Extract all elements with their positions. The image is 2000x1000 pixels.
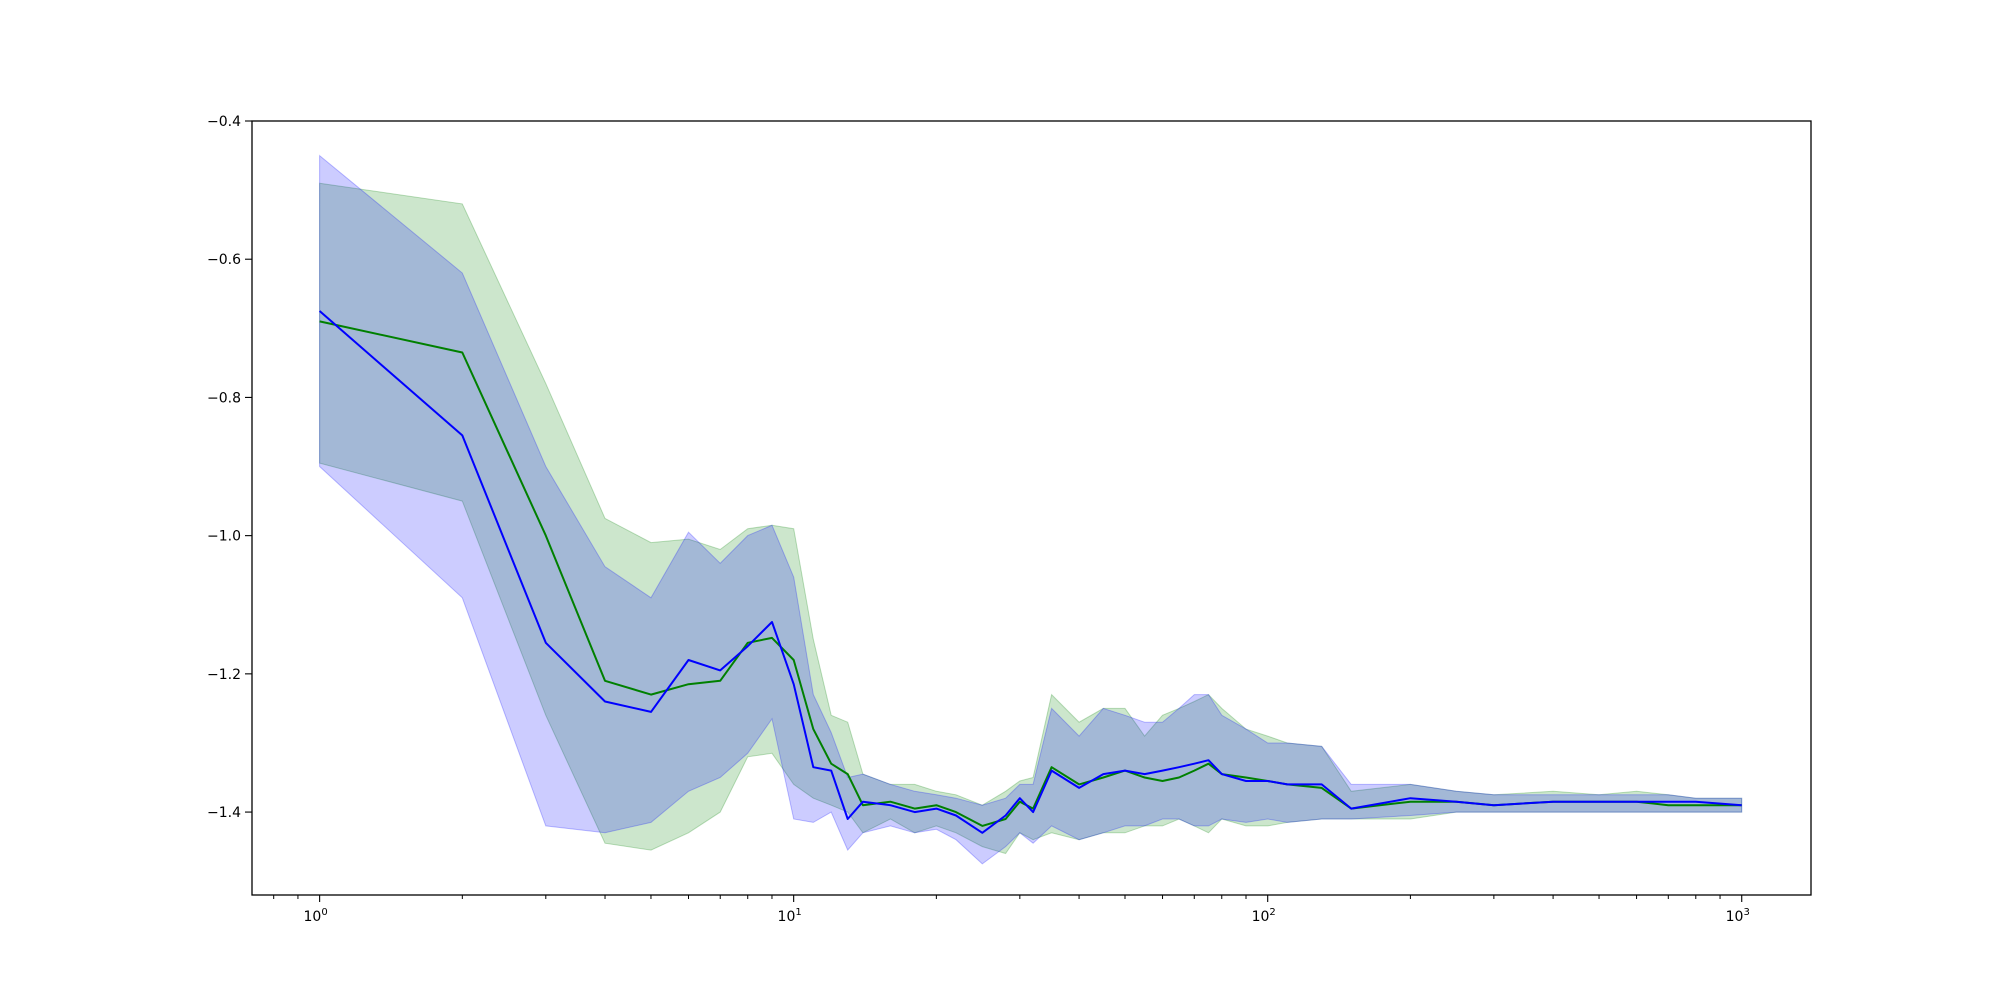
y-tick-label: −0.8 — [207, 390, 241, 406]
y-tick-label: −0.6 — [207, 252, 241, 268]
y-tick-label: −1.2 — [207, 667, 241, 683]
y-tick-label: −0.4 — [207, 114, 241, 130]
series-2-band — [319, 154, 1743, 865]
x-tick-label: 103 — [1726, 907, 1750, 925]
series-2-line — [318, 310, 1742, 834]
series-1-line — [319, 320, 1742, 827]
y-axis-ticks: −0.4 −0.6 −0.8 −1.0 −1.2 −1.4 — [207, 114, 252, 821]
y-tick-label: −1.0 — [207, 529, 241, 545]
x-axis-ticks: 100 101 102 103 — [273, 895, 1750, 925]
series-1-band — [319, 182, 1743, 855]
x-tick-label: 101 — [778, 907, 802, 925]
series-lines — [318, 310, 1742, 834]
plot-frame — [251, 120, 1812, 896]
x-tick-label: 102 — [1252, 907, 1276, 925]
x-tick-label: 100 — [304, 907, 328, 925]
y-tick-label: −1.4 — [207, 805, 241, 821]
confidence-bands — [319, 154, 1743, 865]
